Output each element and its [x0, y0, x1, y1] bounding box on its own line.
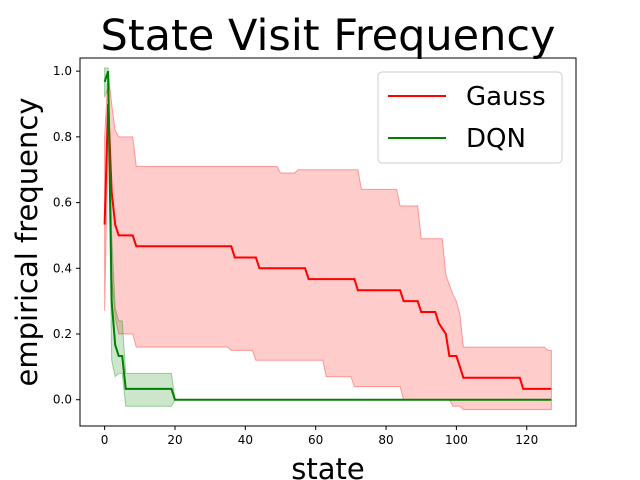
gauss-series-line	[103, 103, 552, 390]
x-tick-label: 40	[238, 433, 253, 447]
x-tick-label: 120	[515, 433, 538, 447]
x-tick-label: 60	[308, 433, 323, 447]
x-tick-label: 100	[445, 433, 468, 447]
axes-frame	[79, 57, 577, 427]
legend: Gauss DQN	[377, 71, 563, 164]
x-axis-label: state	[291, 452, 364, 480]
plot-area	[103, 67, 552, 411]
chart-title: State Visit Frequency	[101, 11, 556, 61]
axis-ticks: 0 20 40 60 80 100 120 0.0 0.2 0.4 0.6 0.8 1.0	[53, 64, 538, 447]
dqn-series-line	[103, 70, 552, 401]
y-axis-label: empirical frequency	[10, 98, 44, 387]
legend-label-dqn: DQN	[466, 124, 526, 154]
y-tick-label: 1.0	[53, 64, 72, 78]
y-tick-label: 0.6	[53, 196, 72, 210]
x-tick-label: 20	[167, 433, 182, 447]
legend-label-gauss: Gauss	[466, 82, 546, 112]
x-tick-label: 0	[101, 433, 109, 447]
y-tick-label: 0.8	[53, 130, 72, 144]
x-tick-label: 80	[378, 433, 393, 447]
y-tick-label: 0.4	[53, 261, 72, 275]
legend-box	[377, 71, 563, 164]
y-tick-label: 0.0	[53, 393, 72, 407]
y-tick-label: 0.2	[53, 327, 72, 341]
